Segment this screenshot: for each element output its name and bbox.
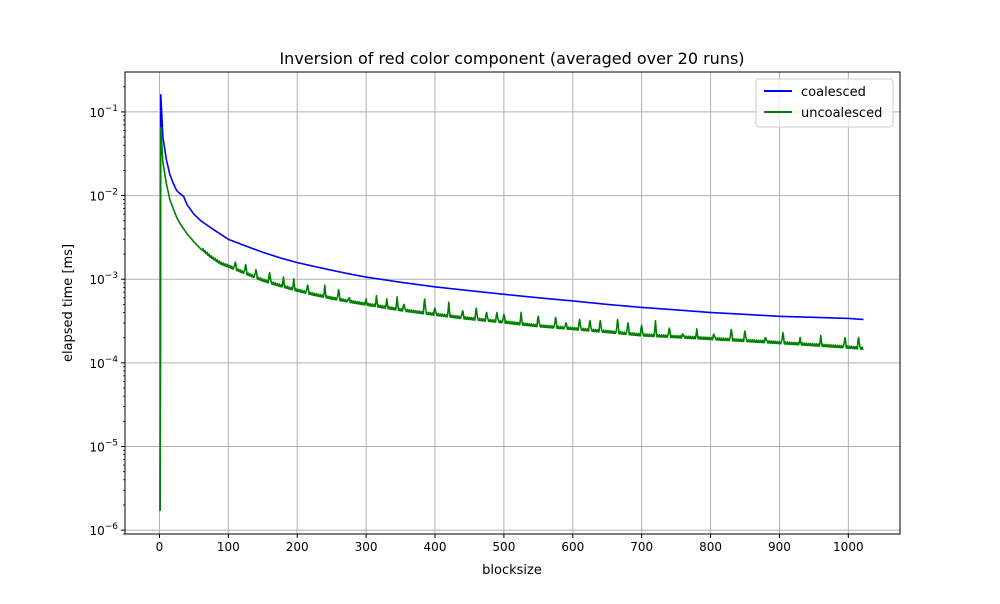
y-tick-label: 10−1: [89, 104, 118, 120]
series-layer: [159, 94, 864, 511]
y-tick-label: 10−2: [89, 188, 118, 204]
chart-title: Inversion of red color component (averag…: [279, 49, 744, 68]
legend-label-coalesced: coalesced: [801, 85, 866, 100]
x-tick-label: 300: [355, 540, 378, 554]
x-tick-label: 800: [699, 540, 722, 554]
plot-frame: [124, 71, 901, 535]
y-tick-label: 10−5: [89, 439, 118, 455]
x-tick-layer: 0 100 200 300 400 500 600 700 800 900 1000: [156, 534, 864, 554]
x-tick-label: 700: [630, 540, 653, 554]
x-tick-label: 900: [768, 540, 791, 554]
grid-layer: [125, 72, 900, 534]
x-tick-label: 200: [286, 540, 309, 554]
x-tick-label: 0: [156, 540, 164, 554]
x-tick-label: 100: [217, 540, 240, 554]
y-tick-layer: 10−6 10−5 10−4 10−3 10−2 10−1: [89, 86, 125, 538]
y-tick-label: 10−4: [89, 355, 118, 371]
y-tick-label: 10−6: [89, 522, 118, 538]
series-line-uncoalesced: [159, 126, 864, 511]
legend-label-uncoalesced: uncoalesced: [801, 106, 882, 121]
series-line-coalesced: [159, 94, 864, 511]
legend: coalesced uncoalesced: [755, 78, 894, 128]
x-tick-label: 500: [492, 540, 515, 554]
x-tick-label: 600: [561, 540, 584, 554]
y-axis-label: elapsed time [ms]: [61, 244, 76, 362]
x-tick-label: 400: [424, 540, 447, 554]
x-tick-label: 1000: [833, 540, 864, 554]
x-axis-label: blocksize: [482, 563, 542, 578]
y-tick-label: 10−3: [89, 271, 118, 287]
